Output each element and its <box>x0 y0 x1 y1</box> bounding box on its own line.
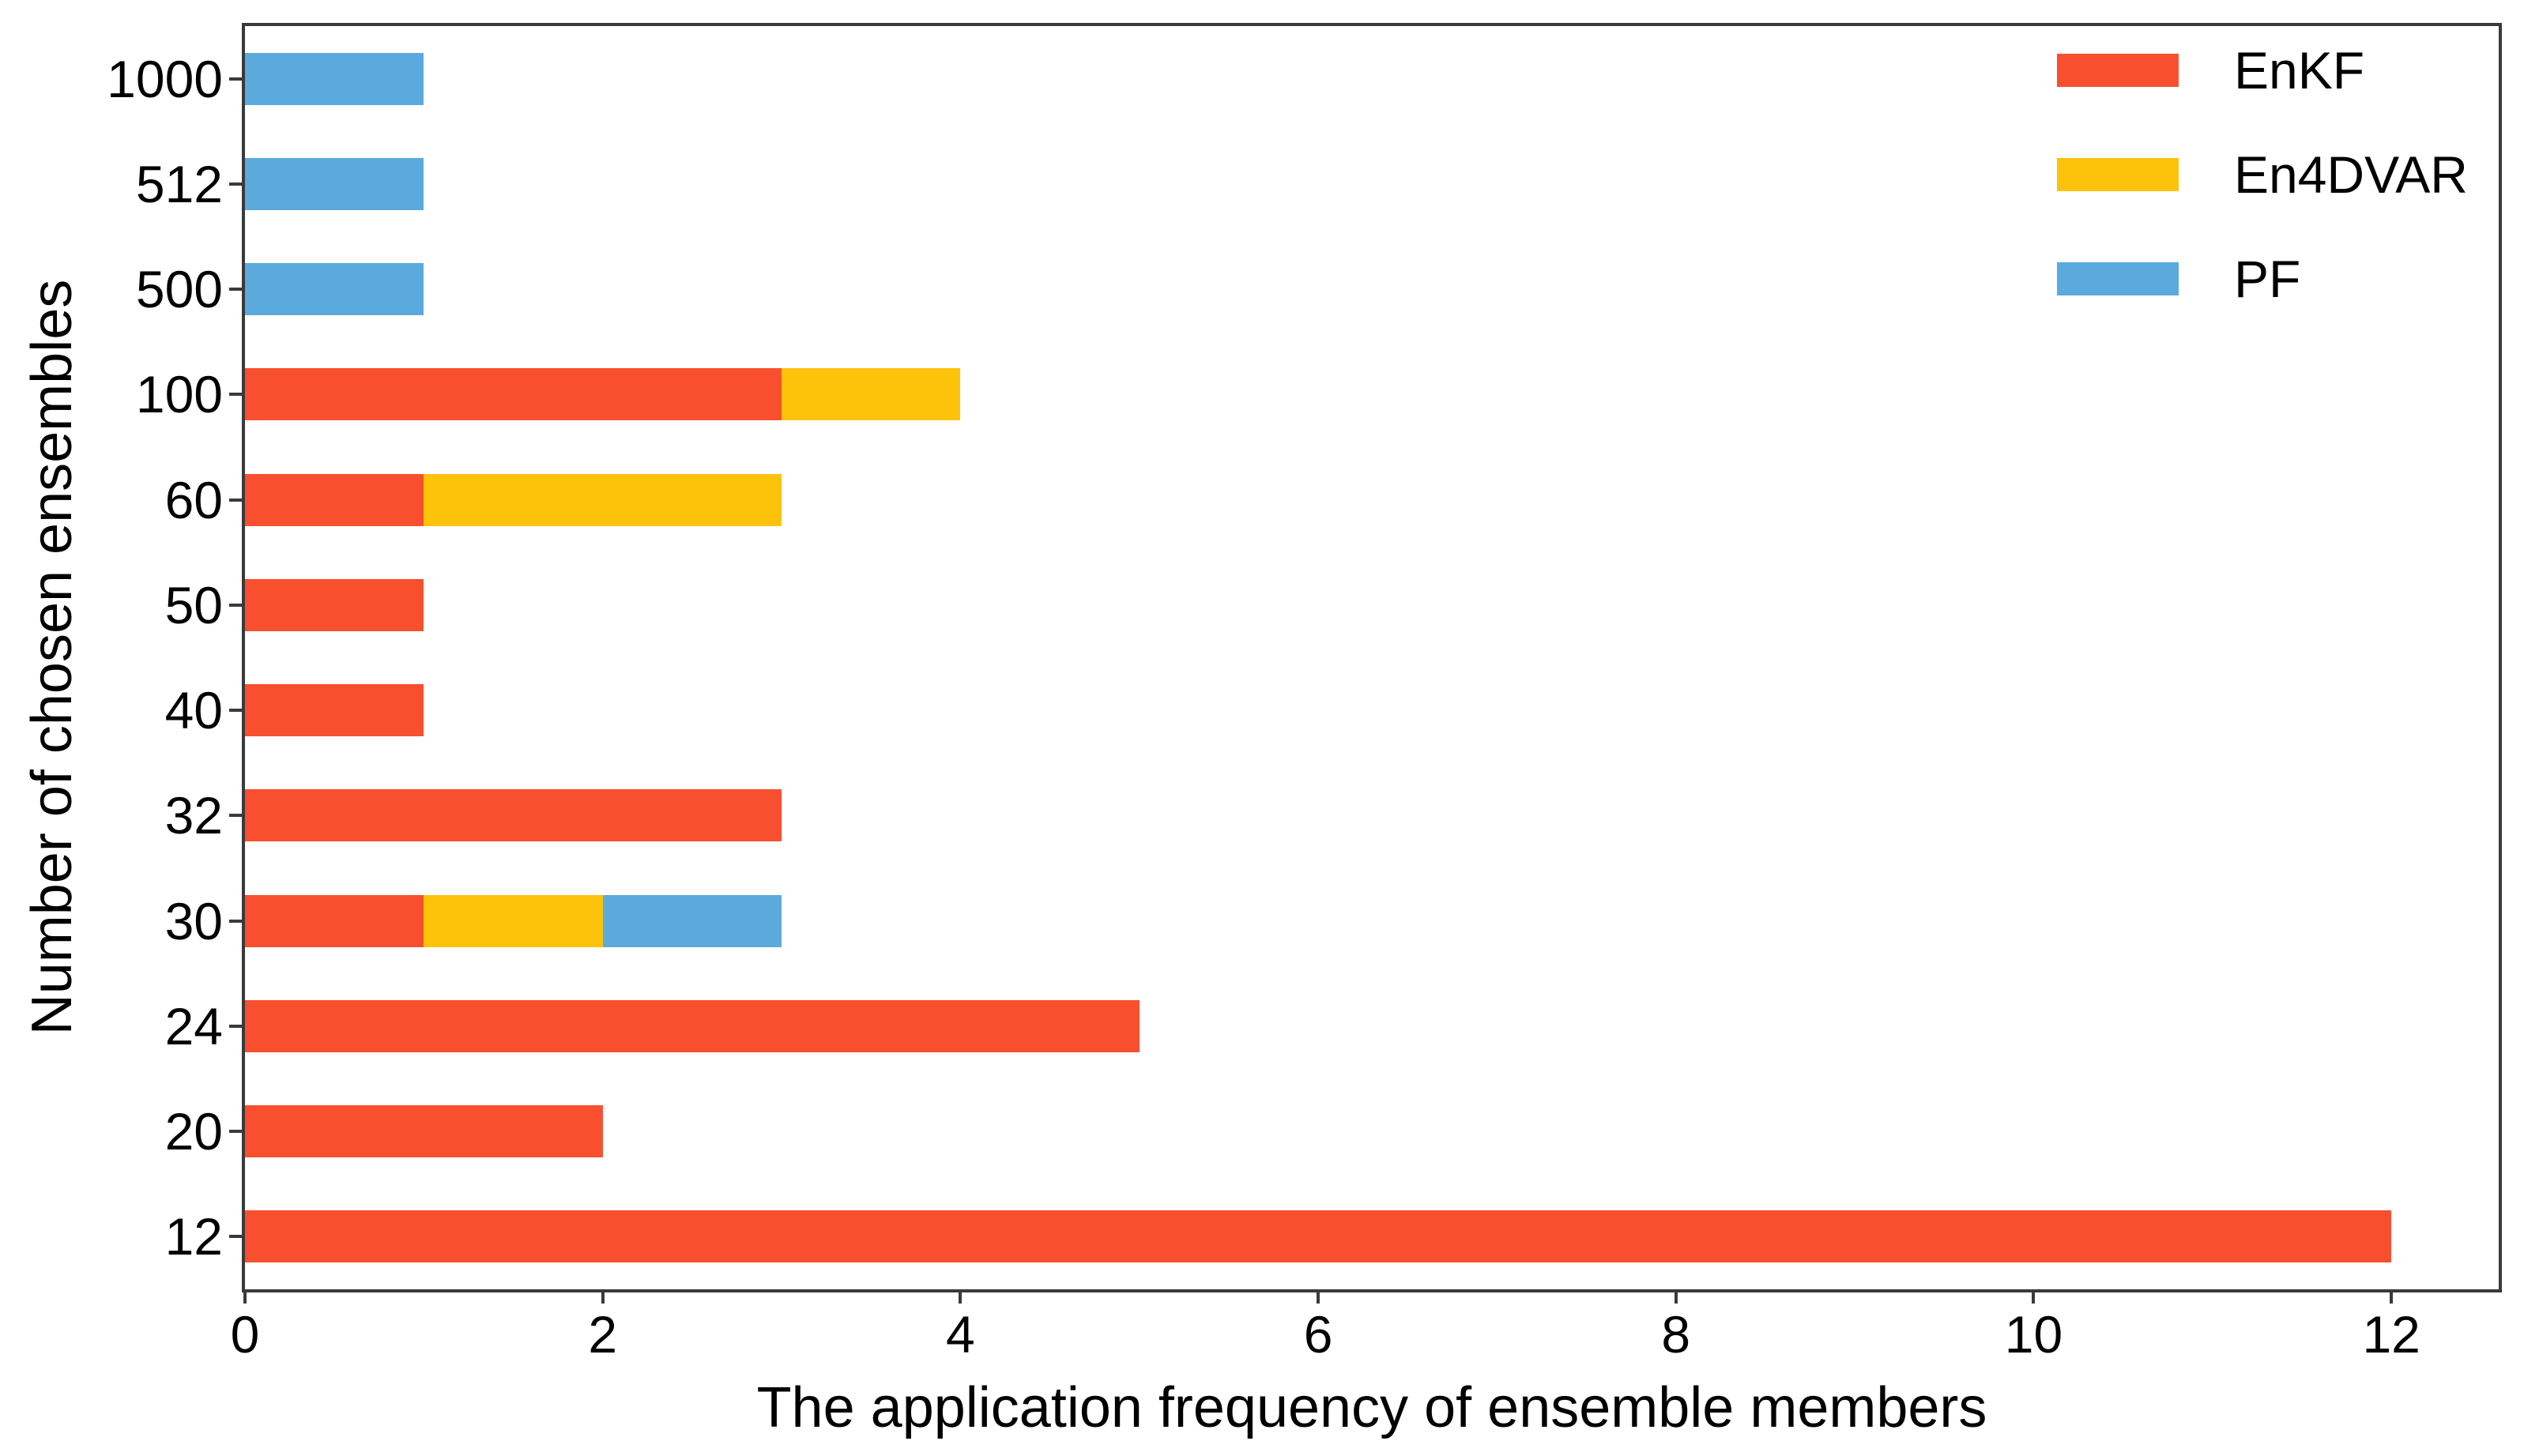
bar-row-20 <box>245 1105 2499 1158</box>
x-tick-mark <box>243 1292 247 1304</box>
y-tick-label-40: 40 <box>164 681 223 740</box>
bar-row-40 <box>245 684 2499 737</box>
legend-label-enkf: EnKF <box>2234 41 2365 100</box>
x-tick-label-12: 12 <box>2362 1305 2420 1364</box>
bar-row-500 <box>245 263 2499 316</box>
bar-segment-pf-1000 <box>245 52 424 105</box>
y-tick-mark <box>229 603 242 607</box>
y-tick-mark <box>229 498 242 502</box>
bar-segment-enkf-32 <box>245 789 782 842</box>
x-tick-mark <box>1674 1292 1678 1304</box>
bar-segment-enkf-50 <box>245 578 424 631</box>
y-tick-mark <box>229 919 242 923</box>
y-tick-label-100: 100 <box>135 365 223 424</box>
x-tick-mark <box>2390 1292 2394 1304</box>
y-tick-label-24: 24 <box>164 996 223 1055</box>
bar-segment-en4dvar-60 <box>424 473 782 526</box>
y-tick-mark <box>229 182 242 186</box>
bar-segment-enkf-20 <box>245 1105 603 1158</box>
bar-segment-enkf-30 <box>245 894 424 947</box>
bar-row-60 <box>245 473 2499 526</box>
legend-swatch-pf <box>2057 262 2179 295</box>
y-tick-label-512: 512 <box>135 154 223 213</box>
legend-swatch-enkf <box>2057 54 2179 87</box>
bar-segment-enkf-12 <box>245 1210 2392 1263</box>
y-tick-label-20: 20 <box>164 1102 223 1161</box>
legend-item-en4dvar: En4DVAR <box>2057 149 2468 201</box>
y-tick-mark <box>229 77 242 81</box>
y-tick-mark <box>229 1024 242 1028</box>
x-tick-label-6: 6 <box>1303 1305 1333 1364</box>
legend-swatch-en4dvar <box>2057 158 2179 191</box>
x-axis-label: The application frequency of ensemble me… <box>756 1376 1987 1439</box>
x-tick-mark <box>2032 1292 2036 1304</box>
bar-segment-pf-500 <box>245 263 424 316</box>
y-tick-label-32: 32 <box>164 786 223 845</box>
bar-segment-enkf-40 <box>245 684 424 737</box>
x-tick-label-8: 8 <box>1661 1305 1691 1364</box>
bar-row-50 <box>245 578 2499 631</box>
y-tick-mark <box>229 288 242 292</box>
legend: EnKF En4DVAR PF <box>2057 44 2468 357</box>
y-tick-mark <box>229 393 242 397</box>
y-axis-label: Number of chosen ensembles <box>21 279 84 1036</box>
bar-row-30 <box>245 894 2499 947</box>
bar-row-512 <box>245 157 2499 210</box>
y-tick-mark <box>229 709 242 713</box>
bar-row-1000 <box>245 52 2499 105</box>
bar-row-100 <box>245 368 2499 421</box>
x-tick-mark <box>959 1292 963 1304</box>
bar-segment-enkf-100 <box>245 368 782 421</box>
bar-row-24 <box>245 999 2499 1052</box>
y-tick-mark <box>229 1235 242 1239</box>
legend-label-en4dvar: En4DVAR <box>2234 145 2468 204</box>
bar-row-32 <box>245 789 2499 842</box>
plot-area: 1000 512 500 100 60 50 40 32 30 24 20 12 0 2 4 6 8 10 12 <box>107 23 2502 1360</box>
bar-segment-pf-30 <box>602 894 782 947</box>
bar-segment-en4dvar-30 <box>424 894 603 947</box>
bar-row-12 <box>245 1210 2499 1263</box>
y-tick-label-60: 60 <box>164 470 223 529</box>
y-tick-label-1000: 1000 <box>107 49 223 108</box>
x-tick-mark <box>1317 1292 1320 1304</box>
x-tick-label-2: 2 <box>588 1305 618 1364</box>
y-tick-label-30: 30 <box>164 891 223 950</box>
legend-item-pf: PF <box>2057 253 2468 305</box>
x-tick-mark <box>601 1292 605 1304</box>
bar-segment-enkf-60 <box>245 473 424 526</box>
y-tick-label-50: 50 <box>164 575 223 634</box>
y-tick-mark <box>229 814 242 818</box>
x-tick-label-0: 0 <box>230 1305 260 1364</box>
y-tick-label-12: 12 <box>164 1207 223 1266</box>
bar-segment-en4dvar-100 <box>782 368 961 421</box>
bar-segment-enkf-24 <box>245 999 1140 1052</box>
x-tick-label-10: 10 <box>2004 1305 2063 1364</box>
bar-segment-pf-512 <box>245 157 424 210</box>
y-tick-label-500: 500 <box>135 260 223 319</box>
y-tick-mark <box>229 1130 242 1134</box>
x-tick-label-4: 4 <box>946 1305 975 1364</box>
legend-item-enkf: EnKF <box>2057 44 2468 96</box>
legend-label-pf: PF <box>2234 250 2301 308</box>
